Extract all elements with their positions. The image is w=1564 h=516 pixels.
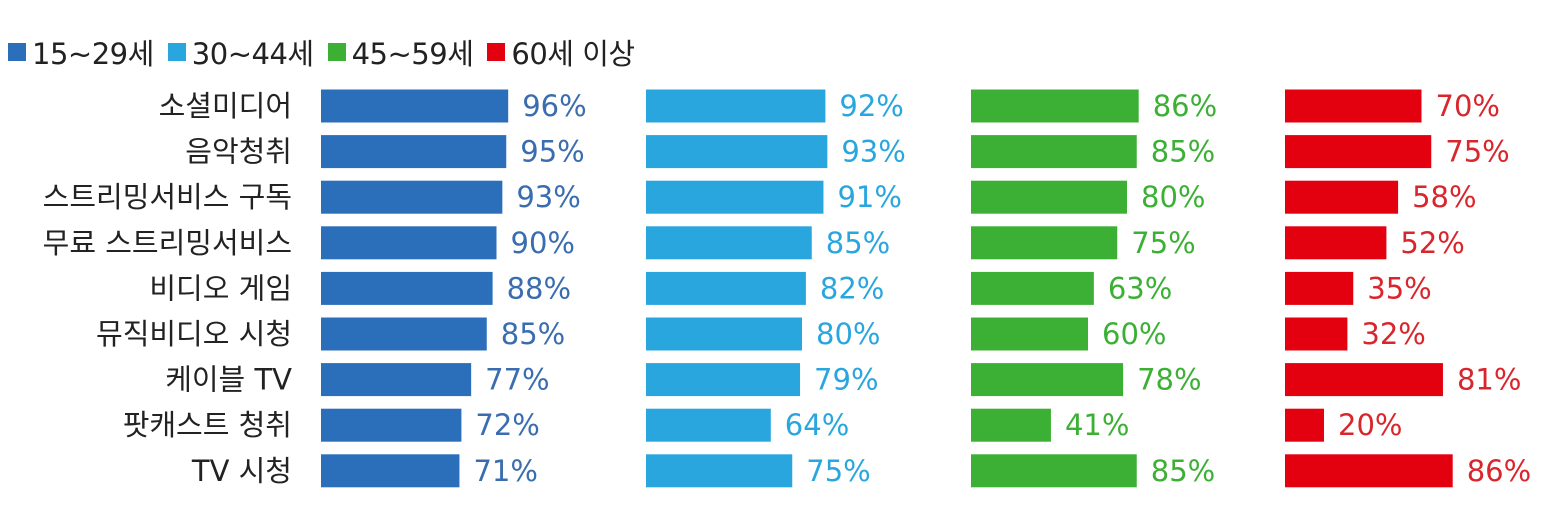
bar [971, 180, 1127, 214]
bar [1285, 271, 1354, 305]
legend-swatch-60-plus [487, 43, 506, 61]
bar [646, 454, 793, 488]
data-label: 80% [816, 317, 880, 351]
data-label: 64% [785, 408, 849, 442]
category-label: 팟캐스트 청취 [123, 408, 292, 442]
data-label: 58% [1412, 180, 1476, 214]
data-label: 75% [806, 454, 870, 488]
data-label: 60% [1102, 317, 1166, 351]
category-label: TV 시청 [191, 454, 292, 488]
bar [971, 454, 1137, 488]
bar [971, 317, 1088, 351]
bar [1285, 317, 1348, 351]
category-label: 비디오 게임 [149, 271, 292, 305]
category-label: 뮤직비디오 시청 [96, 317, 292, 351]
data-label: 93% [516, 180, 580, 214]
bar [1285, 226, 1387, 260]
data-label: 85% [826, 226, 890, 260]
data-label: 82% [820, 271, 884, 305]
data-label: 72% [475, 408, 539, 442]
data-label: 91% [837, 180, 901, 214]
category-label: 소셜미디어 [159, 89, 292, 123]
bar [971, 408, 1051, 442]
data-label: 88% [507, 271, 571, 305]
bar [646, 317, 802, 351]
bar [1285, 180, 1399, 214]
data-label: 96% [522, 89, 586, 123]
legend-swatch-45-59 [327, 43, 346, 61]
bar [1285, 89, 1422, 123]
bar [971, 226, 1118, 260]
legend-item-15-29: 15~29세 [8, 31, 154, 73]
bar [646, 135, 828, 169]
legend-label-45-59: 45~59세 [351, 37, 474, 71]
data-label: 90% [511, 226, 575, 260]
data-label: 32% [1361, 317, 1425, 351]
data-label: 52% [1400, 226, 1464, 260]
data-label: 35% [1367, 271, 1431, 305]
data-label: 63% [1108, 271, 1172, 305]
bar [1285, 454, 1453, 488]
bar [321, 317, 487, 351]
data-label: 86% [1467, 454, 1531, 488]
data-label: 95% [520, 135, 584, 169]
legend-swatch-15-29 [8, 43, 26, 61]
category-label: 스트리밍서비스 구독 [43, 180, 292, 214]
data-label: 80% [1141, 180, 1205, 214]
bar [646, 363, 801, 397]
bar [321, 226, 497, 260]
data-label: 20% [1338, 408, 1402, 442]
data-label: 93% [841, 135, 905, 169]
bar [321, 454, 460, 488]
category-label: 무료 스트리밍서비스 [43, 226, 292, 260]
legend-item-60-plus: 60세 이상 [487, 31, 635, 73]
data-label: 77% [485, 363, 549, 397]
data-label: 85% [501, 317, 565, 351]
category-label: 음악청취 [185, 135, 292, 169]
bar [321, 89, 509, 123]
data-label: 75% [1131, 226, 1195, 260]
data-label: 92% [839, 89, 903, 123]
bar [321, 363, 472, 397]
legend-label-15-29: 15~29세 [32, 37, 154, 71]
legend-swatch-30-44 [167, 43, 186, 61]
data-label: 85% [1151, 135, 1215, 169]
legend-label-30-44: 30~44세 [191, 37, 314, 71]
category-label: 케이블 TV [165, 363, 292, 397]
bar [1285, 363, 1443, 397]
legend-item-45-59: 45~59세 [327, 31, 474, 73]
bar [646, 408, 771, 442]
data-label: 86% [1153, 89, 1217, 123]
data-label: 85% [1151, 454, 1215, 488]
data-label: 75% [1445, 135, 1509, 169]
bar [646, 89, 826, 123]
data-label: 81% [1457, 363, 1521, 397]
bar [646, 180, 824, 214]
bar [321, 271, 493, 305]
bar [1285, 135, 1432, 169]
legend-item-30-44: 30~44세 [167, 31, 314, 73]
legend-label-60-plus: 60세 이상 [511, 37, 635, 71]
data-label: 79% [814, 363, 878, 397]
bar [971, 271, 1094, 305]
bar [321, 180, 503, 214]
bar [1285, 408, 1324, 442]
chart-legend: 15~29세 30~44세 45~59세 60세 이상 [8, 30, 649, 74]
bar [321, 135, 507, 169]
bar [971, 89, 1139, 123]
data-label: 71% [473, 454, 537, 488]
bar [971, 135, 1137, 169]
bar [971, 363, 1124, 397]
data-label: 78% [1137, 363, 1201, 397]
data-label: 41% [1065, 408, 1129, 442]
bar [646, 226, 812, 260]
data-label: 70% [1436, 89, 1500, 123]
bar [646, 271, 806, 305]
bar [321, 408, 462, 442]
